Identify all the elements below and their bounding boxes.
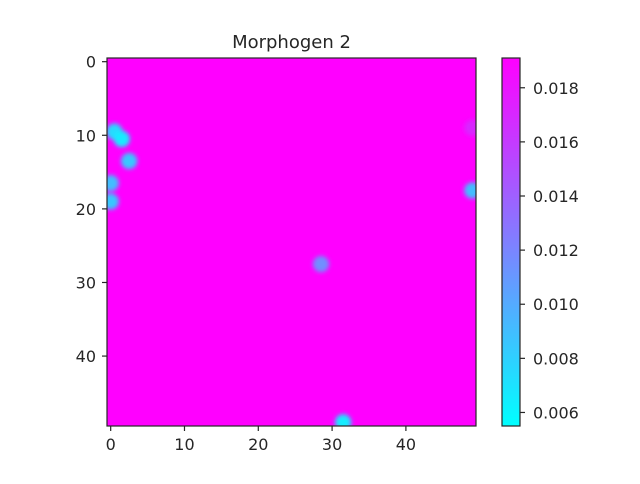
- y-axis: 0 10 20 30 40: [76, 53, 107, 366]
- heatmap-background: [107, 58, 476, 426]
- y-tick-label: 20: [76, 200, 96, 219]
- colorbar-tick-label: 0.008: [533, 349, 579, 368]
- colorbar-tick-label: 0.006: [533, 403, 579, 422]
- y-tick-label: 0: [86, 53, 96, 72]
- heatmap-spot: [464, 119, 476, 137]
- y-tick-label: 10: [76, 126, 96, 145]
- colorbar-tick-label: 0.010: [533, 295, 579, 314]
- plot-frame: [106, 57, 477, 427]
- heatmap-low-spots: [107, 119, 476, 426]
- y-tick-label: 30: [76, 273, 96, 292]
- colorbar-frame: [501, 57, 521, 427]
- heatmap-spot: [107, 193, 119, 210]
- x-tick-label: 0: [106, 435, 116, 454]
- y-tick-label: 40: [76, 347, 96, 366]
- x-tick-label: 30: [322, 435, 342, 454]
- chart-title: Morphogen 2: [232, 32, 351, 53]
- colorbar-tick-label: 0.012: [533, 241, 579, 260]
- x-tick-label: 20: [248, 435, 268, 454]
- x-tick-label: 40: [396, 435, 416, 454]
- heatmap-spot: [107, 175, 119, 192]
- x-axis: 0 10 20 30 40: [106, 426, 416, 454]
- heatmap-spot: [335, 414, 352, 426]
- x-tick-label: 10: [174, 435, 194, 454]
- colorbar-bar: [502, 58, 520, 426]
- colorbar-axis: 0.006 0.008 0.010 0.012 0.014 0.016 0.018: [520, 79, 579, 422]
- colorbar-tick-label: 0.016: [533, 133, 579, 152]
- colorbar-tick-label: 0.018: [533, 79, 579, 98]
- heatmap-spot: [121, 152, 138, 170]
- heatmap-spot: [113, 130, 130, 148]
- heatmap-spot: [312, 255, 330, 273]
- heatmap-image: [107, 58, 476, 426]
- colorbar-tick-label: 0.014: [533, 187, 579, 206]
- heatmap-spot: [464, 182, 476, 199]
